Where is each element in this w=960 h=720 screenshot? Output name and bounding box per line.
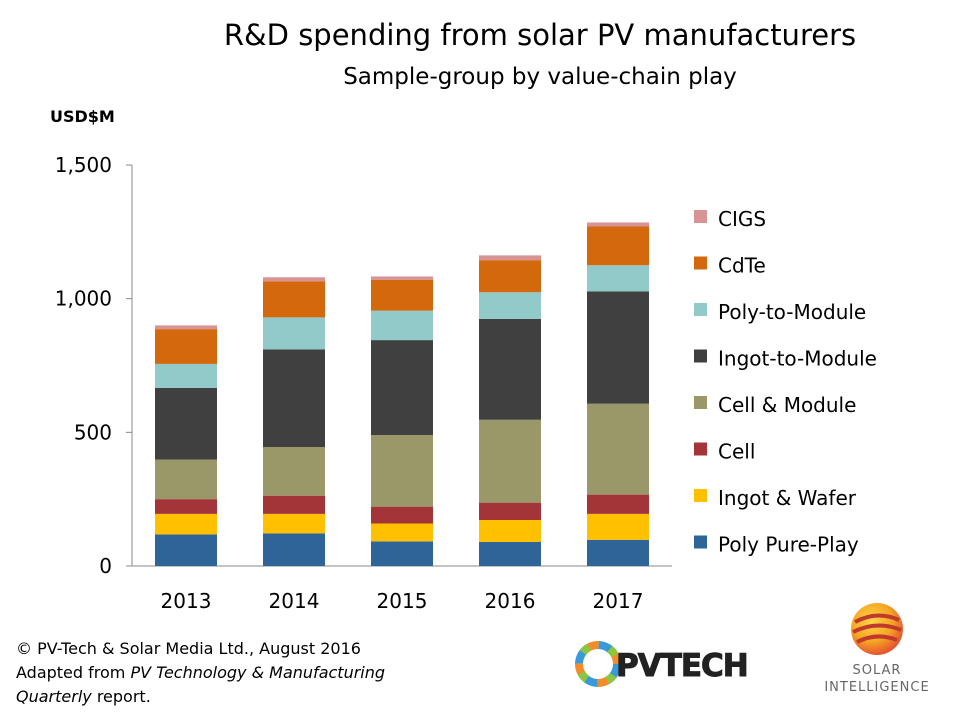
solar-intelligence-logo: SOLAR INTELLIGENCE <box>812 600 942 696</box>
bar-2014-ingot-wafer <box>263 513 325 534</box>
bar-2016-cigs <box>479 255 541 261</box>
solar-intelligence-sun-icon <box>851 603 903 655</box>
source-prefix: Adapted from <box>16 663 131 682</box>
bar-2017-poly-pure-play <box>587 539 649 566</box>
bar-2014-cdte <box>263 281 325 318</box>
x-tick-label-2017: 2017 <box>593 589 644 613</box>
legend-label-poly-to-module: Poly-to-Module <box>718 300 866 324</box>
legend-label-poly-pure-play: Poly Pure-Play <box>718 533 859 557</box>
source-line: Adapted from PV Technology & Manufacturi… <box>16 661 385 685</box>
bar-2017-cigs <box>587 222 649 227</box>
bar-2015-poly-pure-play <box>371 541 433 566</box>
bar-2013-cdte <box>155 329 217 364</box>
solar-intelligence-line1: SOLAR <box>852 663 902 678</box>
legend-label-ingot-to-module: Ingot-to-Module <box>718 347 877 371</box>
legend-swatch-cell-module <box>694 396 707 409</box>
bar-2017-cell-module <box>587 403 649 495</box>
bar-2015-cell <box>371 506 433 524</box>
x-tick-label-2013: 2013 <box>161 589 212 613</box>
legend-swatch-cell <box>694 442 707 456</box>
bar-2014-ingot-to-module <box>263 349 325 448</box>
source-suffix: report. <box>91 687 151 706</box>
bar-2016-poly-to-module <box>479 292 541 319</box>
bar-2015-cdte <box>371 279 433 311</box>
pvtech-logo: PVTECH <box>568 636 768 700</box>
bar-2016-cell-module <box>479 419 541 503</box>
bar-2017-poly-to-module <box>587 265 649 292</box>
source-line-2: Quarterly report. <box>16 685 385 709</box>
x-tick-label-2014: 2014 <box>269 589 320 613</box>
stacked-bar-chart: USD$M 0 500 1,000 1,500 2013 2014 2015 2016 2017 C… <box>50 107 877 613</box>
bar-2013-ingot-to-module <box>155 387 217 460</box>
bar-2015-ingot-to-module <box>371 340 433 436</box>
bar-2014-cell <box>263 495 325 514</box>
bar-2017-ingot-to-module <box>587 291 649 404</box>
legend-label-cell: Cell <box>718 440 755 464</box>
bar-2016-poly-pure-play <box>479 541 541 566</box>
bar-2016-cdte <box>479 260 541 293</box>
bar-2014-poly-pure-play <box>263 533 325 566</box>
x-tick-label-2016: 2016 <box>485 589 536 613</box>
bar-2013-cigs <box>155 325 217 330</box>
pvtech-logo-text: PVTECH <box>616 648 748 684</box>
copyright-footer: © PV-Tech & Solar Media Ltd., August 201… <box>16 637 385 709</box>
legend-label-cigs: CIGS <box>718 207 766 231</box>
y-tick-label-0: 0 <box>99 554 112 578</box>
bar-2017-cdte <box>587 226 649 266</box>
bar-2017-ingot-wafer <box>587 513 649 540</box>
legend-swatch-poly-pure-play <box>694 535 707 549</box>
y-tick-label-1,000: 1,000 <box>55 287 112 311</box>
bar-2016-cell <box>479 502 541 521</box>
y-axis-label: USD$M <box>50 107 115 126</box>
legend-swatch-ingot-wafer <box>694 489 707 502</box>
legend-swatch-cdte <box>694 256 707 270</box>
bar-2015-cigs <box>371 276 433 280</box>
copyright-line: © PV-Tech & Solar Media Ltd., August 201… <box>16 639 361 658</box>
bar-2015-poly-to-module <box>371 310 433 341</box>
bar-2013-cell <box>155 499 217 514</box>
bar-2013-poly-to-module <box>155 363 217 388</box>
bar-2016-ingot-wafer <box>479 520 541 542</box>
bar-2014-cell-module <box>263 447 325 496</box>
chart-subtitle: Sample-group by value-chain play <box>343 64 737 90</box>
bar-2015-cell-module <box>371 435 433 507</box>
legend-label-ingot-wafer: Ingot & Wafer <box>718 486 857 510</box>
bar-2013-ingot-wafer <box>155 513 217 535</box>
chart-title: R&D spending from solar PV manufacturers <box>223 18 857 52</box>
bar-2014-cigs <box>263 277 325 282</box>
bar-2015-ingot-wafer <box>371 523 433 542</box>
legend-swatch-cigs <box>694 210 707 223</box>
source-publication: PV Technology & Manufacturing <box>130 663 386 682</box>
source-publication-2: Quarterly <box>16 687 92 706</box>
x-tick-label-2015: 2015 <box>377 589 428 613</box>
solar-intelligence-line2: INTELLIGENCE <box>824 680 930 695</box>
bar-2014-poly-to-module <box>263 317 325 350</box>
bar-2013-cell-module <box>155 459 217 500</box>
bar-2016-ingot-to-module <box>479 318 541 420</box>
legend-swatch-ingot-to-module <box>694 349 707 363</box>
y-tick-label-1,500: 1,500 <box>55 153 112 177</box>
legend-label-cell-module: Cell & Module <box>718 393 856 417</box>
y-tick-label-500: 500 <box>74 420 112 444</box>
legend-label-cdte: CdTe <box>718 254 766 278</box>
legend-swatch-poly-to-module <box>694 303 707 316</box>
bar-2017-cell <box>587 494 649 514</box>
bar-2013-poly-pure-play <box>155 534 217 566</box>
